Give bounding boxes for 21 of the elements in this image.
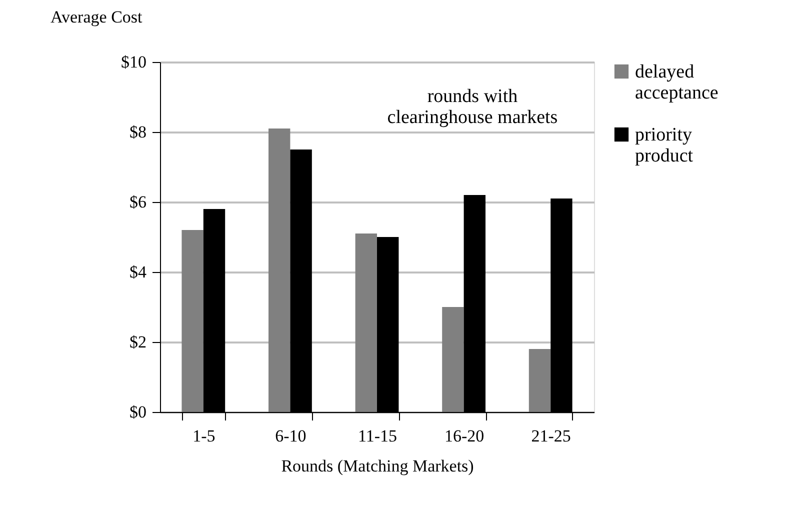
x-tick-label: 16-20 bbox=[444, 426, 484, 446]
x-tick-label: 1-5 bbox=[192, 426, 216, 446]
y-tick-label: $0 bbox=[130, 402, 146, 422]
bar bbox=[182, 230, 204, 412]
y-tick-label: $8 bbox=[130, 122, 146, 142]
y-tick-label: $4 bbox=[130, 262, 147, 282]
y-tick-label: $6 bbox=[130, 192, 146, 212]
x-axis-title: Rounds (Matching Markets) bbox=[281, 456, 474, 476]
x-tick-label: 11-15 bbox=[358, 426, 398, 446]
y-axis-title: Average Cost bbox=[50, 8, 143, 26]
legend-label: priority product bbox=[635, 124, 694, 166]
y-tick-label: $2 bbox=[130, 332, 146, 352]
y-tick-label: $10 bbox=[121, 52, 146, 72]
legend-label: delayed acceptance bbox=[635, 62, 718, 104]
x-tick-label: 6-10 bbox=[275, 426, 306, 446]
bar bbox=[528, 349, 551, 412]
x-tick-label: 21-25 bbox=[531, 426, 571, 446]
bar bbox=[442, 307, 464, 412]
bar bbox=[268, 128, 290, 412]
bar bbox=[355, 234, 377, 412]
annotation: rounds with clearinghouse markets bbox=[387, 86, 558, 128]
